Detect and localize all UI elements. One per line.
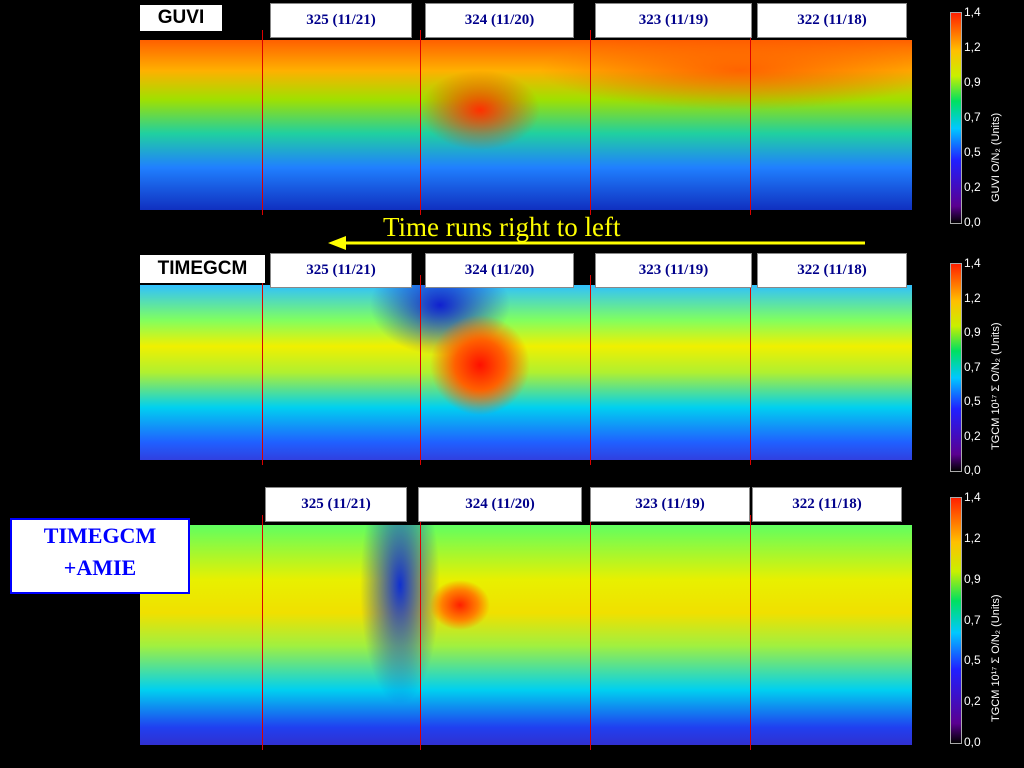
- day-label: 323 (11/19): [595, 253, 752, 288]
- side-label-line: TIMEGCM: [43, 523, 157, 548]
- colorbar-tick: 1,4: [964, 5, 981, 19]
- day-label: 322 (11/18): [757, 3, 907, 38]
- day-boundary: [262, 30, 263, 215]
- panel-label: TIMEGCM: [140, 255, 265, 283]
- colorbar-tick: 0,5: [964, 653, 981, 668]
- colorbar-tick: 0,0: [964, 735, 981, 749]
- day-label: 323 (11/19): [595, 3, 752, 38]
- colorbar-tick: 0,0: [964, 463, 981, 477]
- guvi-map: [140, 40, 912, 210]
- day-boundary: [750, 515, 751, 750]
- colorbar-tick: 0,9: [964, 75, 981, 89]
- day-label: 325 (11/21): [265, 487, 407, 522]
- colorbar-tick: 0,2: [964, 694, 981, 709]
- day-boundary: [590, 30, 591, 215]
- side-label-line: +AMIE: [63, 555, 137, 580]
- day-label: 325 (11/21): [270, 3, 412, 38]
- day-boundary: [750, 275, 751, 465]
- colorbar-tick: 0,7: [964, 110, 981, 124]
- colorbar: [950, 12, 962, 224]
- panel-label: GUVI: [140, 5, 222, 31]
- day-label: 324 (11/20): [425, 253, 574, 288]
- side-label: TIMEGCM +AMIE: [10, 518, 190, 594]
- day-boundary: [420, 30, 421, 215]
- colorbar-tick: 1,4: [964, 256, 981, 270]
- day-label: 324 (11/20): [418, 487, 582, 522]
- day-boundary: [750, 30, 751, 215]
- day-boundary: [262, 275, 263, 465]
- day-label: 325 (11/21): [270, 253, 412, 288]
- colorbar-tick: 0,5: [964, 145, 981, 159]
- colorbar-tick: 1,2: [964, 290, 981, 305]
- day-label: 322 (11/18): [752, 487, 902, 522]
- timegcm-map: [140, 285, 912, 460]
- colorbar-tick: 1,2: [964, 40, 981, 54]
- day-boundary: [590, 515, 591, 750]
- colorbar: [950, 497, 962, 744]
- colorbar-tick: 0,0: [964, 215, 981, 229]
- colorbar-tick: 0,2: [964, 428, 981, 443]
- colorbar-tick: 0,2: [964, 180, 981, 194]
- day-label: 323 (11/19): [590, 487, 750, 522]
- amie-map: [140, 525, 912, 745]
- colorbar-tick: 0,9: [964, 325, 981, 339]
- colorbar-tick: 0,5: [964, 394, 981, 408]
- day-label: 322 (11/18): [757, 253, 907, 288]
- annotation: Time runs right to left: [383, 212, 621, 242]
- day-boundary: [420, 275, 421, 465]
- day-boundary: [420, 515, 421, 750]
- colorbar-tick: 0,7: [964, 359, 981, 374]
- colorbar-tick: 1,4: [964, 490, 981, 504]
- day-label: 324 (11/20): [425, 3, 574, 38]
- colorbar: [950, 263, 962, 472]
- colorbar-tick: 0,7: [964, 612, 981, 627]
- day-boundary: [590, 275, 591, 465]
- arrow: [328, 236, 865, 250]
- colorbar-tick: 0,9: [964, 571, 981, 586]
- colorbar-title: TGCM 10¹⁷ Σ O/N₂ (Units): [990, 594, 1002, 723]
- colorbar-title: GUVI O/N₂ (Units): [990, 112, 1002, 202]
- day-boundary: [262, 515, 263, 750]
- colorbar-tick: 1,2: [964, 530, 981, 545]
- colorbar-title: TGCM 10¹⁷ Σ O/N₂ (Units): [990, 322, 1002, 451]
